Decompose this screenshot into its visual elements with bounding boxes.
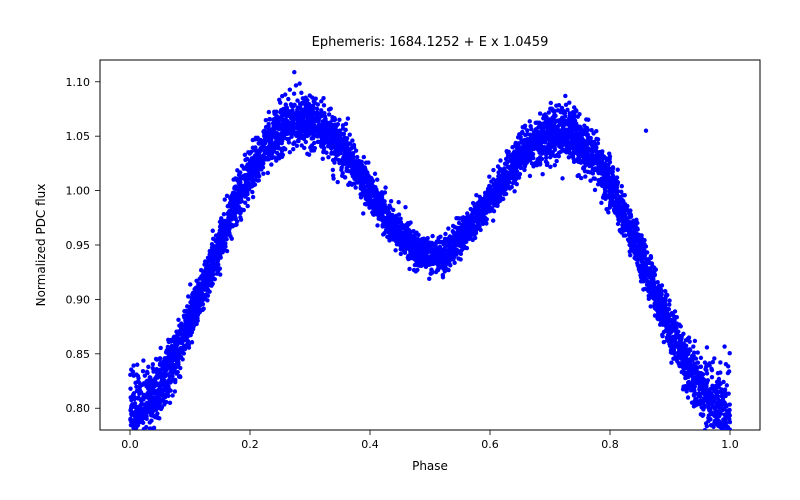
ytick-label: 1.00 [66, 185, 91, 198]
xtick-label: 0.4 [361, 438, 379, 451]
xtick-label: 1.0 [721, 438, 739, 451]
chart-title: Ephemeris: 1684.1252 + E x 1.0459 [312, 35, 549, 50]
ytick-label: 0.90 [66, 293, 91, 306]
xtick-label: 0.6 [481, 438, 499, 451]
ytick-label: 0.85 [66, 348, 91, 361]
chart-svg: 0.0 0.2 0.4 0.6 0.8 1.0 0.80 0.85 0.90 0.95 1.00 1.… [0, 0, 800, 500]
xtick-label: 0.2 [241, 438, 259, 451]
x-axis-label: Phase [412, 459, 448, 473]
xtick-label: 0.8 [601, 438, 619, 451]
ytick-label: 0.95 [66, 239, 91, 252]
ytick-label: 0.80 [66, 402, 91, 415]
xtick-label: 0.0 [121, 438, 139, 451]
ytick-label: 1.10 [66, 76, 91, 89]
chart-container: 0.0 0.2 0.4 0.6 0.8 1.0 0.80 0.85 0.90 0.95 1.00 1.… [0, 0, 800, 500]
y-axis-label: Normalized PDC flux [34, 184, 48, 307]
ytick-label: 1.05 [66, 130, 91, 143]
